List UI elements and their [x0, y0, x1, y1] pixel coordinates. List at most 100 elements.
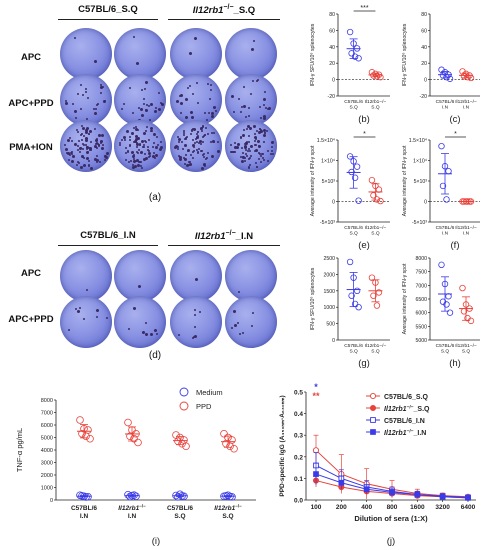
elispot-spot [189, 153, 192, 156]
y-tick-label: 2500 [323, 256, 335, 262]
elispot-spot [98, 133, 102, 137]
y-tick-label: 0.5 [294, 390, 303, 397]
elispot-spot [267, 160, 270, 163]
elispot-spot [147, 156, 150, 159]
elispot-spot [201, 129, 204, 132]
x-tick-label: I.N [80, 513, 89, 520]
data-point [372, 182, 379, 190]
elispot-spot [95, 104, 98, 106]
y-tick-label: 1.5×10⁴ [317, 138, 335, 144]
elispot-spot [212, 139, 216, 143]
data-point [351, 300, 359, 308]
elispot-spot [242, 105, 246, 109]
data-point [355, 197, 362, 204]
elispot-spot [180, 141, 183, 144]
elispot-spot [270, 149, 273, 152]
elispot-spot [134, 139, 138, 143]
data-point [375, 186, 383, 193]
elispot-spot [245, 140, 248, 143]
elispot-spot [257, 152, 260, 155]
elispot-spot [194, 278, 198, 282]
data-point [467, 74, 475, 82]
elispot-spot [142, 103, 145, 106]
elispot-spot [183, 157, 187, 161]
data-point [178, 492, 186, 500]
y-tick-label: 5×10³ [322, 179, 336, 185]
data-point [126, 492, 134, 501]
elispot-spot [148, 151, 152, 155]
elispot-spot [160, 103, 164, 107]
x-tick-label: Il12rb1−/− [118, 504, 146, 513]
x-tick-label: S.Q [349, 231, 358, 237]
elispot-spot [192, 138, 195, 141]
elispot-spot [100, 141, 103, 144]
elispot-spot [181, 148, 184, 151]
elispot-spot [262, 114, 266, 118]
elispot-spot [176, 136, 179, 139]
elispot-spot [237, 321, 240, 324]
elispot-spot [79, 146, 83, 150]
elispot-well [60, 296, 112, 348]
gene-name: Il12rb1 [194, 231, 226, 243]
elispot-spot [178, 95, 181, 98]
elispot-spot [248, 115, 251, 118]
elispot-spot [209, 84, 212, 87]
x-tick-label: 3200 [435, 504, 450, 511]
elispot-spot [96, 138, 99, 141]
elispot-spot [90, 140, 93, 143]
elispot-spot [174, 145, 178, 149]
panel-d-header-right-rule [168, 245, 280, 246]
elispot-spot [146, 125, 149, 128]
elispot-spot [246, 127, 249, 130]
elispot-spot [263, 131, 266, 134]
elispot-spot [76, 92, 79, 95]
elispot-spot [65, 151, 68, 154]
elispot-spot [242, 332, 244, 335]
elispot-spot [184, 154, 187, 157]
elispot-spot [135, 126, 138, 128]
elispot-spot [203, 153, 206, 155]
elispot-spot [247, 141, 250, 144]
elispot-well [60, 120, 112, 172]
panel-d-row-label-apc-ppd: APC+PPD [8, 314, 54, 325]
elispot-spot [245, 154, 248, 157]
elispot-spot [258, 145, 262, 149]
elispot-well [170, 120, 222, 172]
elispot-spot [232, 150, 235, 153]
y-tick-label: 0 [332, 200, 335, 206]
elispot-spot [69, 151, 72, 154]
elispot-spot [141, 330, 145, 334]
elispot-spot [263, 104, 265, 107]
elispot-spot [248, 157, 251, 160]
elispot-spot [190, 128, 193, 131]
elispot-spot [239, 110, 242, 113]
elispot-spot [127, 150, 130, 153]
elispot-spot [256, 79, 259, 82]
elispot-spot [95, 315, 98, 318]
elispot-spot [252, 39, 255, 42]
elispot-spot [136, 151, 139, 154]
y-tick-label: 8000 [41, 398, 53, 404]
elispot-spot [71, 152, 74, 155]
elispot-spot [230, 144, 233, 147]
x-tick-label: Il12rb1−/− [365, 99, 387, 105]
data-point [86, 434, 94, 443]
elispot-spot [144, 130, 147, 133]
elispot-spot [148, 139, 151, 142]
data-point [172, 431, 180, 439]
elispot-spot [241, 160, 245, 164]
elispot-spot [175, 99, 179, 103]
data-point [375, 289, 383, 296]
elispot-spot [153, 328, 157, 332]
data-point [126, 432, 134, 441]
elispot-spot [263, 90, 266, 93]
data-point [368, 176, 376, 184]
y-tick-label: 0 [424, 200, 427, 206]
elispot-spot [249, 126, 253, 130]
elispot-spot [247, 106, 250, 109]
x-tick-label: 400 [361, 504, 372, 511]
data-point [466, 305, 473, 312]
y-tick-label: 5000 [415, 338, 427, 344]
y-axis-label: IFN-γ SFU/10⁶ splenocytes [310, 267, 316, 330]
data-point [351, 53, 359, 60]
